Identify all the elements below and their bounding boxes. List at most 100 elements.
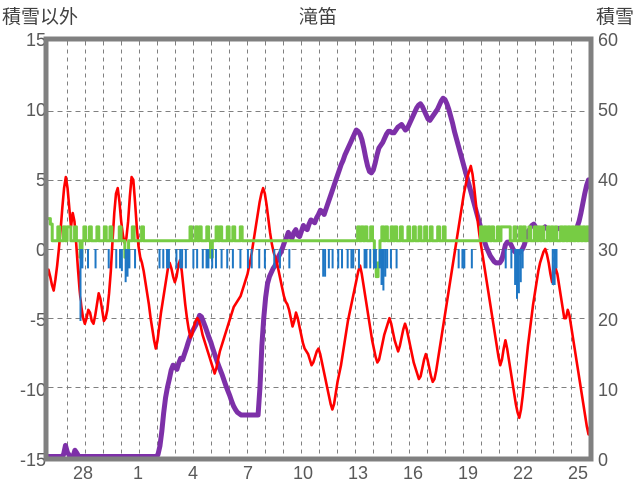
x-tick-4: 10 xyxy=(292,463,314,483)
bar-降雪 xyxy=(551,249,554,285)
bar-降雪 xyxy=(278,249,281,269)
y-right-tick-5: 10 xyxy=(598,380,619,400)
x-tick-7: 19 xyxy=(457,463,479,483)
bar-降雪 xyxy=(363,249,366,269)
bar-降雪 xyxy=(166,249,169,269)
y-right-tick-0: 60 xyxy=(598,30,619,50)
bar-降雪 xyxy=(365,249,368,269)
line-積雪 xyxy=(46,95,591,459)
bar-降雪 xyxy=(196,249,199,269)
chart-title: 滝笛 xyxy=(298,6,337,28)
line-積雪以外の降水 xyxy=(47,217,590,279)
bar-降雪 xyxy=(463,249,466,269)
bar-降雪 xyxy=(521,249,524,269)
bar-降雪 xyxy=(324,249,327,277)
bar-降雪 xyxy=(352,249,355,269)
x-tick-8: 22 xyxy=(512,463,534,483)
bar-降雪 xyxy=(457,249,460,269)
bar-降雪 xyxy=(246,249,249,269)
bar-降雪 xyxy=(519,249,522,283)
bar-降雪 xyxy=(201,249,204,269)
bar-降雪 xyxy=(461,249,464,269)
bar-降雪 xyxy=(331,249,334,269)
bar-降雪 xyxy=(263,249,266,269)
y-right-tick-6: 0 xyxy=(598,450,609,470)
bar-降雪 xyxy=(87,249,90,269)
bar-降雪 xyxy=(273,249,276,269)
bar-降雪 xyxy=(553,249,556,285)
bar-降雪 xyxy=(389,249,392,269)
bar-降雪 xyxy=(337,249,340,269)
bar-降雪 xyxy=(179,249,182,269)
x-tick-9: 25 xyxy=(567,463,589,483)
bar-降雪 xyxy=(555,249,558,269)
bar-降雪 xyxy=(346,249,349,269)
bar-降雪 xyxy=(504,249,507,269)
bar-降雪 xyxy=(115,249,118,269)
left-axis-title: 積雪以外 xyxy=(2,6,79,28)
bar-降雪 xyxy=(384,249,387,277)
bar-降雪 xyxy=(126,249,129,277)
bar-降雪 xyxy=(81,249,84,269)
bar-降雪 xyxy=(128,249,131,269)
bar-降雪 xyxy=(192,249,195,269)
bar-降雪 xyxy=(175,249,178,269)
bar-降雪 xyxy=(134,249,137,269)
bar-降雪 xyxy=(327,249,330,269)
bar-降雪 xyxy=(288,249,291,269)
bar-降雪 xyxy=(239,249,242,269)
x-tick-1: 1 xyxy=(132,463,143,483)
bar-降雪 xyxy=(258,249,261,269)
x-tick-3: 7 xyxy=(242,463,253,483)
bar-降雪 xyxy=(162,249,165,269)
bar-降雪 xyxy=(120,249,123,272)
bar-降雪 xyxy=(517,249,520,294)
bar-降雪 xyxy=(514,249,517,285)
y-right-tick-3: 30 xyxy=(598,240,619,260)
y-right-tick-1: 50 xyxy=(598,100,619,120)
bar-降雪 xyxy=(470,249,473,269)
bar-降雪 xyxy=(214,249,217,269)
bar-降雪 xyxy=(374,249,377,269)
bar-降雪 xyxy=(250,249,253,269)
x-tick-5: 13 xyxy=(347,463,369,483)
y-left-tick-6: -15 xyxy=(19,450,46,470)
y-left-tick-1: 10 xyxy=(25,100,46,120)
bar-降雪 xyxy=(341,249,344,269)
y-right-tick-2: 40 xyxy=(598,170,619,190)
bar-降雪 xyxy=(516,249,518,299)
bar-降雪 xyxy=(380,249,383,285)
x-tick-6: 16 xyxy=(402,463,424,483)
bar-降雪 xyxy=(94,249,97,269)
y-left-tick-0: 15 xyxy=(25,30,46,50)
bar-降雪 xyxy=(119,249,121,269)
bar-降雪 xyxy=(220,249,223,269)
bar-降雪 xyxy=(369,249,372,269)
bar-降雪 xyxy=(322,249,325,277)
bar-降雪 xyxy=(226,249,229,269)
bar-降雪 xyxy=(107,249,110,269)
bar-降雪 xyxy=(510,249,513,269)
y-right-tick-4: 20 xyxy=(598,310,619,330)
bar-降雪 xyxy=(167,249,170,269)
bar-降雪 xyxy=(181,249,184,269)
series-layer xyxy=(46,95,591,459)
bar-降雪 xyxy=(207,249,210,269)
bar-降雪 xyxy=(386,249,389,269)
bar-降雪 xyxy=(158,249,161,269)
bar-降雪 xyxy=(382,249,385,291)
y-left-tick-4: -5 xyxy=(29,310,46,330)
bar-降雪 xyxy=(79,249,82,321)
y-left-tick-2: 5 xyxy=(35,170,46,190)
y-left-tick-3: 0 xyxy=(35,240,46,260)
line-気温 xyxy=(47,164,590,436)
x-tick-2: 4 xyxy=(187,463,198,483)
x-tick-0: 28 xyxy=(72,463,94,483)
bar-降雪 xyxy=(211,249,214,269)
bar-降雪 xyxy=(357,249,360,269)
right-axis-title: 積雪 xyxy=(595,6,634,28)
bar-降雪 xyxy=(231,249,234,269)
bar-降雪 xyxy=(205,249,208,269)
